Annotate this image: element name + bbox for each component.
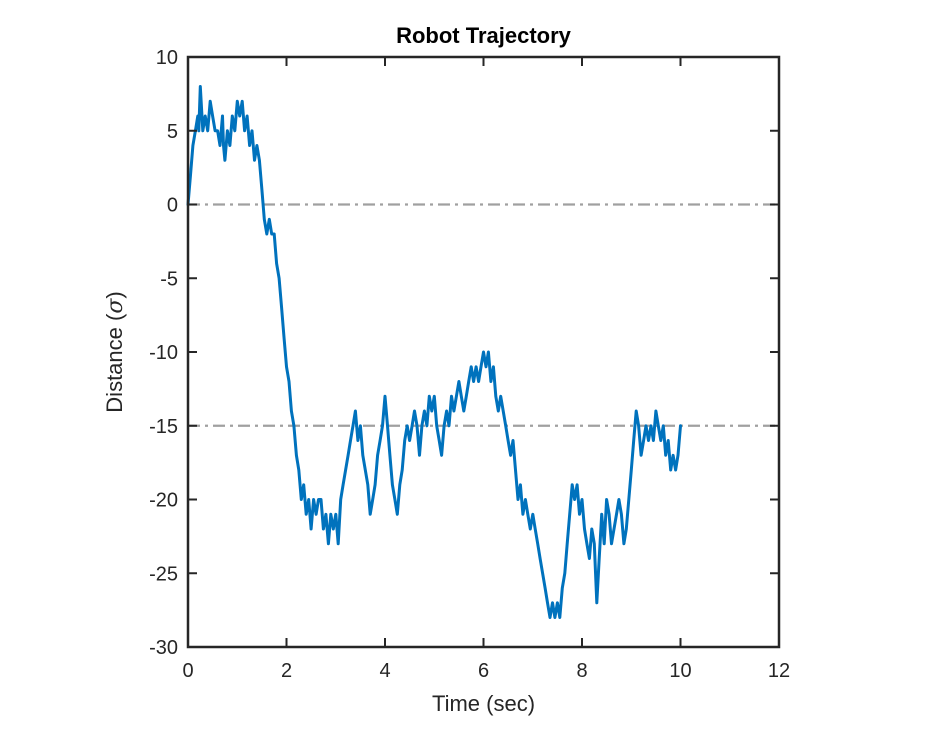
x-tick-label: 0 — [182, 660, 193, 682]
x-tick-label: 4 — [379, 660, 390, 682]
series-layer — [186, 85, 682, 619]
y-tick-label: -30 — [149, 637, 178, 659]
x-axis-label: Time (sec) — [432, 691, 535, 716]
y-axis-label-prefix: Distance ( — [102, 313, 127, 413]
x-tick-label: 2 — [281, 660, 292, 682]
y-tick-label: -10 — [149, 342, 178, 364]
axis-ticks: 0 2 4 6 8 10 12 -30 -25 -20 -15 -10 -5 0 5 10 — [149, 47, 790, 682]
y-tick-label: -5 — [160, 268, 178, 290]
y-tick-label: -25 — [149, 563, 178, 585]
y-tick-label: -20 — [149, 490, 178, 512]
series-line-0 — [186, 85, 682, 619]
y-tick-label: 10 — [156, 47, 178, 69]
y-axis-label: Distance (σ) — [102, 291, 128, 412]
y-axis-label-symbol: σ — [103, 298, 128, 314]
x-tick-label: 8 — [576, 660, 587, 682]
y-tick-label: -15 — [149, 416, 178, 438]
y-tick-label: 5 — [167, 121, 178, 143]
x-tick-label: 12 — [768, 660, 790, 682]
y-tick-label: 0 — [167, 195, 178, 217]
y-axis-label-suffix: ) — [102, 291, 127, 298]
chart-title: Robot Trajectory — [396, 23, 572, 48]
x-tick-label: 6 — [478, 660, 489, 682]
x-tick-label: 10 — [669, 660, 691, 682]
